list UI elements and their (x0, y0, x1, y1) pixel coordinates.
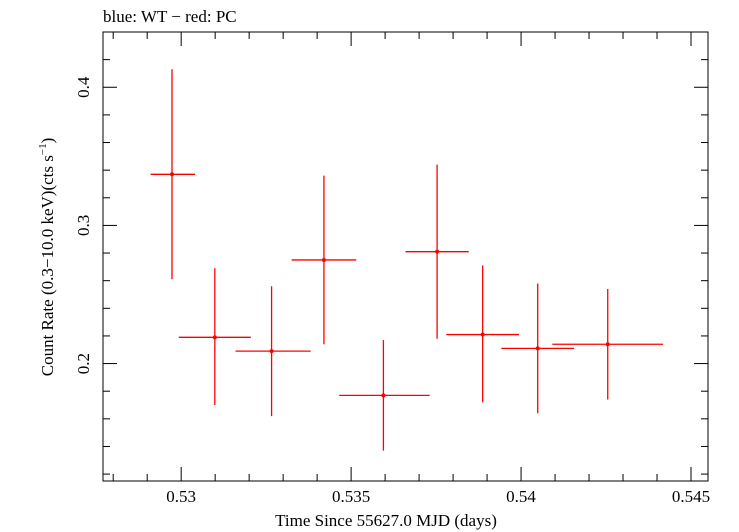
data-series (150, 69, 664, 451)
x-tick-label: 0.54 (506, 487, 536, 506)
plot-frame (102, 31, 709, 482)
data-point (501, 283, 575, 414)
x-tick-label: 0.545 (672, 487, 710, 506)
data-marker (480, 332, 485, 337)
y-axis-label-main: Count Rate (0.3−10.0 keV)(cts s (38, 155, 57, 376)
data-marker (321, 257, 326, 262)
data-point (405, 164, 469, 339)
x-axis-tick-labels: 0.53 0.535 0.54 0.545 (166, 487, 710, 506)
y-tick-label: 0.3 (74, 215, 93, 236)
data-marker (381, 393, 386, 398)
y-axis-ticks (103, 31, 708, 475)
y-axis-label-sup: −1 (37, 143, 49, 155)
data-point (291, 175, 357, 345)
data-marker (169, 172, 174, 177)
data-point (552, 288, 664, 400)
data-marker (212, 335, 217, 340)
x-tick-label: 0.53 (166, 487, 196, 506)
data-point (446, 265, 520, 403)
x-tick-label: 0.535 (332, 487, 370, 506)
y-axis-label-end: ) (38, 138, 57, 144)
chart-title: blue: WT − red: PC (103, 7, 237, 26)
y-axis-label: Count Rate (0.3−10.0 keV)(cts s−1) (37, 138, 57, 377)
data-marker (269, 349, 274, 354)
data-marker (435, 249, 440, 254)
data-marker (605, 342, 610, 347)
data-marker (535, 346, 540, 351)
y-tick-label: 0.4 (74, 76, 93, 98)
y-axis-tick-labels: 0.2 0.3 0.4 (74, 76, 93, 374)
data-point (178, 268, 251, 406)
data-point (150, 69, 196, 280)
y-tick-label: 0.2 (74, 353, 93, 374)
series-pc (150, 69, 664, 451)
x-axis-label: Time Since 55627.0 MJD (days) (275, 511, 497, 530)
x-axis-ticks (112, 32, 692, 481)
data-point (339, 340, 430, 451)
data-point (235, 286, 311, 417)
